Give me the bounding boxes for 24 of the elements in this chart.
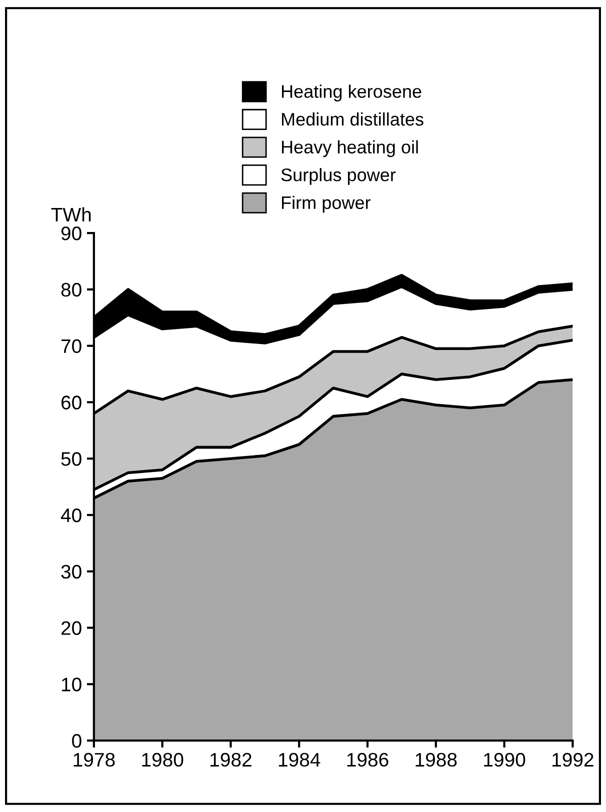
y-tick-label: 50: [61, 452, 82, 466]
x-tick-label: 1980: [142, 752, 184, 767]
y-tick-label: 80: [61, 282, 82, 297]
y-tick-label: 20: [61, 621, 82, 636]
y-tick-label: 60: [61, 396, 82, 410]
x-tick-label: 1988: [416, 752, 457, 767]
y-tick-label: 70: [61, 339, 82, 354]
y-tick-label: 0: [72, 734, 82, 748]
x-tick-label: 1984: [278, 752, 320, 767]
y-axis-title: TWh: [51, 207, 91, 222]
x-tick-label: 1982: [210, 752, 252, 767]
y-tick-label: 10: [62, 678, 82, 692]
x-tick-label: 1990: [484, 752, 526, 767]
legend-label: Heating kerosene: [282, 84, 422, 102]
legend-label: Heavy heating oil: [282, 140, 418, 158]
x-tick-label: 1978: [74, 752, 115, 767]
legend-label: Medium distillates: [282, 112, 424, 126]
x-tick-label: 1992: [552, 752, 594, 767]
y-tick-label: 40: [60, 508, 82, 522]
legend-label: Firm power: [282, 196, 371, 213]
y-tick-label: 30: [61, 564, 82, 579]
x-tick-label: 1986: [347, 752, 388, 767]
y-tick-label: 90: [61, 226, 82, 240]
legend-label: Surplus power: [281, 168, 396, 185]
